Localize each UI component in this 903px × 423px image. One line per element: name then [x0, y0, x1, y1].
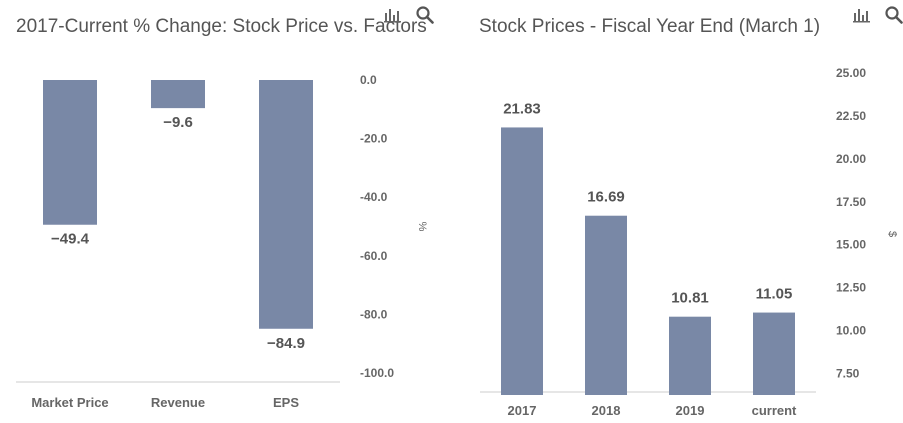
chart-toolbar [851, 4, 903, 26]
chart-panel-stock-prices: Stock Prices - Fiscal Year End (March 1)… [458, 0, 903, 423]
bar [753, 312, 795, 395]
data-label: 16.69 [587, 189, 625, 206]
y-axis-title: $ [886, 231, 898, 237]
chart-toolbar [382, 4, 436, 26]
data-label: 11.05 [756, 286, 793, 303]
x-tick-label: Revenue [151, 395, 205, 410]
x-tick-label: EPS [273, 395, 299, 410]
search-icon[interactable] [883, 4, 903, 26]
bar [501, 127, 543, 396]
bar [151, 80, 205, 109]
y-tick-label: 22.50 [836, 109, 866, 123]
bar [259, 80, 313, 329]
y-tick-label: 10.00 [836, 324, 866, 338]
data-label: −84.9 [267, 335, 305, 352]
bar [585, 215, 627, 395]
y-tick-label: -60.0 [360, 249, 388, 263]
y-tick-label: -40.0 [360, 190, 388, 204]
x-tick-label: 2018 [592, 403, 621, 418]
y-tick-label: 20.00 [836, 152, 866, 166]
y-tick-label: -80.0 [360, 307, 388, 321]
percent-change-bar-chart: −49.4 Market Price −9.6 Revenue −84.9 EPS 0.0 -… [16, 73, 428, 410]
bar [43, 80, 97, 225]
search-icon[interactable] [414, 4, 436, 26]
bar [669, 316, 711, 395]
y-tick-label: 12.50 [836, 281, 866, 295]
bar-chart-icon[interactable] [382, 4, 404, 26]
y-tick-label: 0.0 [360, 73, 377, 87]
y-axis-title: % [416, 222, 428, 232]
x-tick-label: 2019 [676, 403, 705, 418]
y-tick-label: -20.0 [360, 132, 388, 146]
bar-chart-icon[interactable] [851, 4, 873, 26]
data-label: −9.6 [163, 114, 193, 131]
x-tick-label: 2017 [508, 403, 537, 418]
data-label: −49.4 [51, 231, 90, 248]
y-tick-label: 15.00 [836, 238, 866, 252]
y-tick-label: 7.50 [836, 367, 860, 381]
chart-title: Stock Prices - Fiscal Year End (March 1) [479, 16, 821, 37]
y-tick-label: 17.50 [836, 195, 866, 209]
y-tick-label: 25.00 [836, 66, 866, 80]
x-tick-label: Market Price [31, 395, 108, 410]
chart-title: 2017-Current % Change: Stock Price vs. F… [16, 16, 427, 37]
stock-price-bar-chart: 21.83 2017 16.69 2018 10.81 2019 11.05 current 7… [480, 66, 898, 418]
data-label: 21.83 [503, 100, 541, 117]
chart-panel-percent-change: 2017-Current % Change: Stock Price vs. F… [0, 0, 450, 423]
data-label: 10.81 [671, 290, 709, 307]
x-tick-label: current [752, 403, 797, 418]
y-tick-label: -100.0 [360, 366, 394, 380]
